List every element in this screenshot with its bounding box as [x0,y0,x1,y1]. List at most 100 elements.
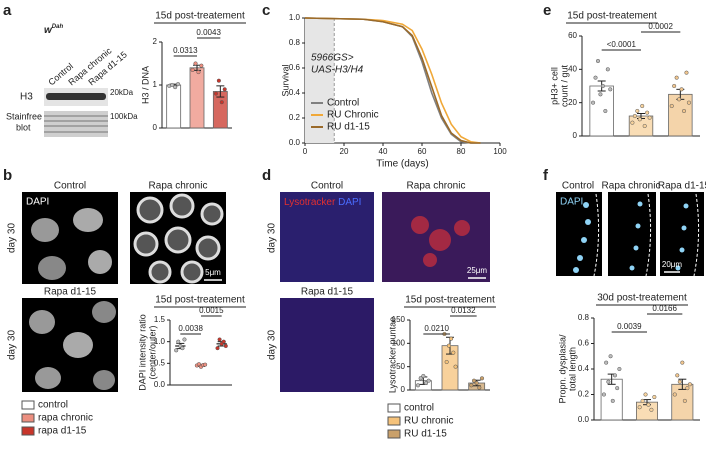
legend-swatch [21,400,35,410]
data-point [635,108,640,114]
y-axis-label: pH3+ cell [549,67,559,105]
y-tick-label: 1.5 [154,315,166,324]
data-point [199,63,204,68]
data-point [617,366,622,372]
chart-title: 15d post-treatement [155,11,245,22]
cells [573,201,689,273]
data-point [606,379,611,384]
band [46,93,106,100]
y-tick-label: 20 [568,98,577,107]
data-point [222,87,227,92]
y-axis-label: Survival [280,64,290,96]
data-point [647,115,652,120]
genotype: wDah [44,24,63,36]
chart-title: 15d post-treatement [155,295,245,306]
legend-label: control [38,400,68,411]
data-point [649,407,654,412]
signal [454,220,470,236]
stain-label: Lysotracker DAPI [284,197,361,208]
micrograph [556,192,602,276]
data-point [219,100,224,105]
data-point [170,82,175,88]
scale-label: 20μm [662,260,683,269]
data-point [453,364,458,369]
data-point [446,343,451,348]
y-tick-label: 1.0 [154,337,166,346]
nucleus [92,301,116,323]
data-point [672,83,677,89]
legend-label: rapa chronic [38,413,93,424]
y-axis-label: Propn. dysplasia/ [557,334,567,404]
data-point [675,373,680,378]
data-point [474,380,479,386]
p-value: 0.0210 [424,324,449,333]
legend-swatch [21,426,35,436]
x-tick-label: 0 [303,147,308,156]
y-tick-label: 0.5 [154,358,166,367]
blot-stainfree [44,111,108,137]
data-point [444,359,449,365]
y-tick-label: 0 [573,131,578,140]
p-value: 0.0038 [178,324,203,333]
p-value: 0.0313 [173,46,198,55]
cell [675,265,681,271]
p-value: 0.0002 [648,22,673,31]
data-point [203,362,208,367]
data-point [652,395,657,400]
outline [645,193,652,277]
data-point [449,336,454,341]
y-axis-label: DAPI intensity ratio [137,314,147,391]
age-label: day 30 [267,330,278,360]
x-tick-label: 20 [340,147,349,156]
data-point [423,380,429,386]
data-point [608,354,613,359]
cell [577,255,583,261]
p-value: 0.0043 [196,28,221,37]
y-tick-label: 0.2 [289,113,301,122]
data-point [595,58,601,64]
cell [683,203,689,209]
data-point [612,373,618,378]
data-point [477,385,482,390]
legend-swatch [21,413,35,423]
data-point [604,360,609,365]
shaded-region [305,18,335,143]
data-point [682,398,687,403]
nucleus [195,235,221,261]
y-tick-label: 0 [401,385,406,394]
image-title: Rapa chronic [407,181,466,192]
cell [637,201,643,207]
outline [593,193,600,277]
y-axis-label: total length [567,347,577,391]
chart-title: 15d post-treatement [567,11,657,22]
data-point [426,378,431,383]
chart-title: 15d post-treatement [405,295,495,306]
y-tick-label: 0.8 [289,38,301,47]
signal [411,216,429,234]
data-point [677,97,682,102]
data-point [643,392,648,397]
y-axis-label: count / gut [559,64,569,107]
data-point [632,113,637,119]
stain-label: DAPI [26,197,49,208]
annotation: UAS-H3/H4 [311,65,364,76]
data-point [669,103,674,109]
x-tick-label: 60 [418,147,427,156]
data-point [640,398,645,403]
y-tick-label: 0.0 [289,138,301,147]
panel-letter: c [262,2,270,19]
cell [635,223,641,229]
data-point [193,61,198,66]
panel-letter: b [3,167,12,184]
image-title: Control [54,181,86,192]
y-tick-label: 40 [568,64,577,73]
data-point [646,402,651,407]
cell [581,237,587,243]
signal [429,229,451,251]
data-point [672,392,677,397]
panel-letter: e [543,2,551,19]
data-point [223,343,228,349]
y-tick-label: 100 [392,338,406,347]
band-label: H3 [20,92,33,103]
